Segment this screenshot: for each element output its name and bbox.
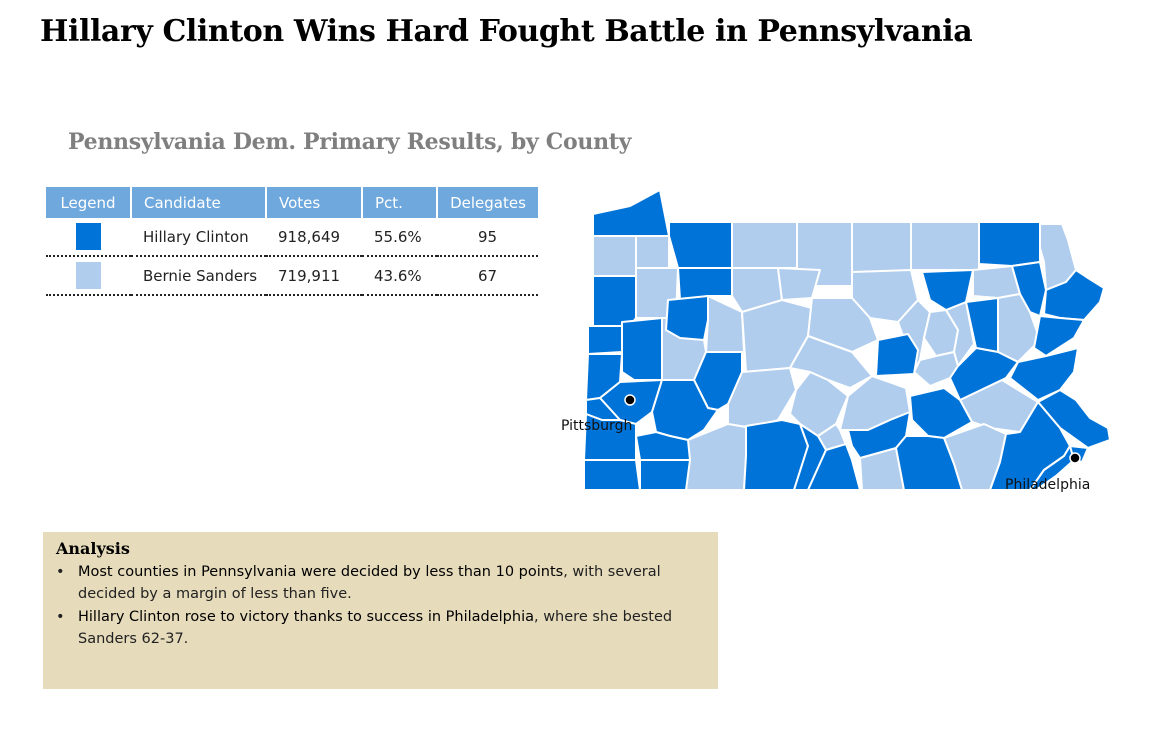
page-title: Hillary Clinton Wins Hard Fought Battle … [40,14,973,49]
county [592,275,637,327]
column-header-candidate: Candidate [131,187,267,218]
county [978,221,1041,267]
county [949,347,1019,401]
legend-swatch-sanders [76,262,101,289]
votes-value: 918,649 [266,218,362,257]
county [1033,315,1085,357]
analysis-bullet-bold: Hillary Clinton rose to victory thanks t… [78,609,534,625]
table-header-row: Legend Candidate Votes Pct. Delegates [46,187,538,218]
pittsburgh-marker [624,394,636,406]
county [777,267,821,301]
county [621,317,663,381]
pct-value: 55.6% [362,218,437,257]
county [875,333,919,377]
county [1009,347,1079,401]
county [1029,445,1075,491]
county [909,387,973,439]
delegates-value: 95 [437,218,538,257]
county [895,435,963,491]
votes-value: 719,911 [266,256,362,296]
pennsylvania-county-map [583,189,1111,491]
county [921,269,974,311]
county [910,221,980,271]
column-header-delegates: Delegates [437,187,538,218]
county [677,267,733,301]
table-row: Hillary Clinton 918,649 55.6% 95 [46,218,538,257]
county [665,295,709,341]
column-header-legend: Legend [46,187,132,218]
county [668,221,733,269]
delegates-value: 67 [437,256,538,296]
county [592,189,670,237]
analysis-bullet: Most counties in Pennsylvania were decid… [56,561,704,605]
table-row: Bernie Sanders 719,911 43.6% 67 [46,256,538,296]
county [583,459,641,491]
analysis-title: Analysis [56,539,130,558]
column-header-pct: Pct. [362,187,438,218]
candidate-name: Bernie Sanders [131,256,266,296]
county [592,235,637,277]
analysis-bullet-bold: Most counties in Pennsylvania were decid… [78,564,564,580]
philadelphia-marker [1069,452,1081,464]
county [807,443,861,491]
city-label-pittsburgh: Pittsburgh [561,418,633,434]
city-label-philadelphia: Philadelphia [1005,477,1091,493]
county [1043,269,1105,321]
county [587,325,623,355]
legend-swatch-clinton [76,223,101,250]
county [913,351,959,387]
county [851,221,912,273]
analysis-bullet-text: , with several decided by a margin of le… [78,564,661,602]
county [731,221,798,269]
county [639,459,691,491]
analysis-bullet: Hillary Clinton rose to victory thanks t… [56,606,704,650]
county [635,235,670,269]
analysis-bullet-text: , where she bested Sanders 62-37. [78,609,673,647]
analysis-panel: Analysis Most counties in Pennsylvania w… [43,532,718,689]
analysis-list: Most counties in Pennsylvania were decid… [56,561,704,650]
pct-value: 43.6% [362,256,437,296]
county [789,335,873,389]
candidate-name: Hillary Clinton [131,218,266,257]
results-table: Legend Candidate Votes Pct. Delegates Hi… [46,187,538,296]
chart-subtitle: Pennsylvania Dem. Primary Results, by Co… [68,129,632,155]
column-header-votes: Votes [266,187,363,218]
county [1037,389,1111,449]
